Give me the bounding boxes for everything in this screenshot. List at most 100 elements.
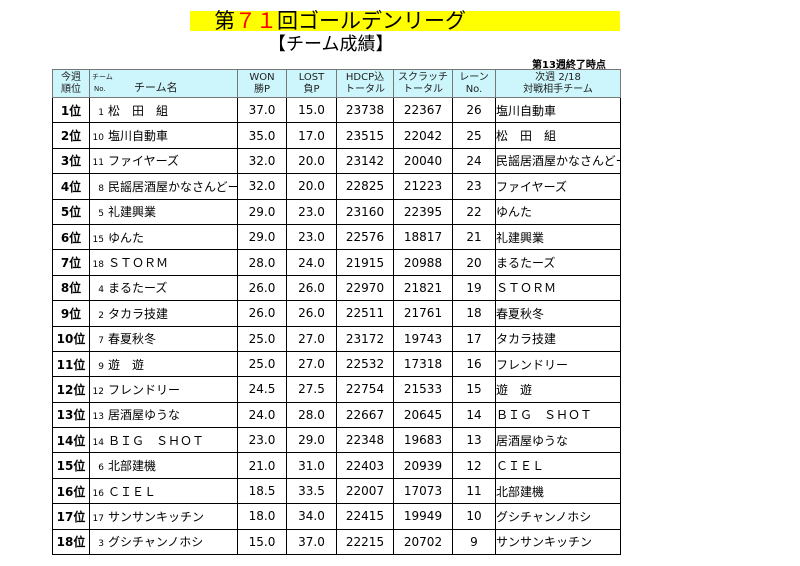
lane-number: 20	[452, 249, 496, 276]
header-team-no-label: チーム	[92, 72, 113, 81]
lost-points: 27.5	[286, 376, 337, 403]
won-points: 35.0	[237, 122, 287, 149]
rank-cell: 10位	[52, 325, 90, 352]
team-cell: 4 まるたーズ	[89, 274, 238, 302]
team-name: フレンドリー	[108, 382, 181, 397]
header-team-name: チーム名	[134, 80, 178, 94]
lane-number: 25	[452, 122, 496, 149]
team-cell: 7 春夏秋冬	[89, 325, 238, 352]
page-subtitle: 【チーム成績】	[268, 34, 394, 55]
next-opponent: 北部建機	[495, 477, 621, 505]
next-opponent: まるたーズ	[495, 249, 621, 276]
table-row: 12位 12 フレンドリー 24.5 27.5 22754 21533 15 遊 遊	[52, 376, 621, 403]
table-row: 15位 6 北部建機 21.0 31.0 22403 20939 12 ＣＩＥＬ	[52, 452, 621, 479]
team-number: 12	[92, 386, 104, 397]
team-cell: 1 松 田 組	[89, 96, 238, 124]
next-opponent: ＳＴＯＲＭ	[495, 274, 621, 302]
lost-points: 33.5	[286, 477, 337, 505]
team-number: 4	[98, 285, 104, 296]
won-points: 32.0	[237, 173, 287, 200]
header-lane: レーン No.	[452, 69, 496, 98]
table-row: 5位 5 礼建興業 29.0 23.0 23160 22395 22 ゆんた	[52, 198, 621, 225]
team-number: 8	[98, 183, 104, 194]
hdcp-total: 23160	[336, 198, 394, 225]
team-cell: 9 遊 遊	[89, 350, 238, 378]
scratch-total: 18817	[393, 223, 453, 251]
lane-number: 11	[452, 477, 496, 505]
lost-points: 20.0	[286, 147, 337, 175]
page-title: 第７１回ゴールデンリーグ	[214, 8, 466, 34]
lost-points: 29.0	[286, 427, 337, 454]
lost-points: 26.0	[286, 300, 337, 327]
team-name: グシチャンノホシ	[108, 535, 204, 550]
hdcp-total: 23738	[336, 96, 394, 124]
scratch-total: 19743	[393, 325, 453, 352]
table-row: 2位 10 塩川自動車 35.0 17.0 23515 22042 25 松 田 組	[52, 122, 621, 149]
hdcp-total: 23172	[336, 325, 394, 352]
next-opponent: 塩川自動車	[495, 96, 621, 124]
hdcp-total: 22007	[336, 477, 394, 505]
team-name: まるたーズ	[108, 281, 168, 296]
rank-cell: 6位	[52, 223, 90, 251]
scratch-total: 19949	[393, 503, 453, 530]
table-header-row: 今週 順位 チーム No. チーム名 WON 勝P LOST 負P HDCP込 トータル…	[52, 69, 621, 98]
hdcp-total: 22215	[336, 528, 394, 556]
rank-cell: 15位	[52, 452, 90, 479]
hdcp-total: 22403	[336, 452, 394, 479]
lane-number: 18	[452, 300, 496, 327]
title-prefix: 第	[214, 9, 235, 33]
hdcp-total: 22825	[336, 173, 394, 200]
hdcp-total: 22970	[336, 274, 394, 302]
team-number: 1	[98, 107, 104, 118]
team-number: 3	[98, 539, 104, 550]
next-opponent: フレンドリー	[495, 350, 621, 378]
lost-points: 23.0	[286, 198, 337, 225]
hdcp-total: 22415	[336, 503, 394, 530]
team-number: 10	[92, 133, 104, 144]
next-opponent: ゆんた	[495, 198, 621, 225]
team-cell: 2 タカラ技建	[89, 300, 238, 327]
won-points: 25.0	[237, 350, 287, 378]
rank-cell: 13位	[52, 401, 90, 429]
lost-points: 24.0	[286, 249, 337, 276]
won-points: 21.0	[237, 452, 287, 479]
won-points: 29.0	[237, 223, 287, 251]
lane-number: 19	[452, 274, 496, 302]
scratch-total: 20645	[393, 401, 453, 429]
scratch-total: 22042	[393, 122, 453, 149]
rank-cell: 3位	[52, 147, 90, 175]
rank-cell: 7位	[52, 249, 90, 276]
scratch-total: 21821	[393, 274, 453, 302]
team-number: 11	[92, 158, 104, 169]
scratch-total: 19683	[393, 427, 453, 454]
team-number: 2	[98, 310, 104, 321]
team-cell: 15 ゆんた	[89, 223, 238, 251]
team-name: 塩川自動車	[108, 129, 169, 144]
scratch-total: 21761	[393, 300, 453, 327]
next-opponent: 居酒屋ゆうな	[495, 427, 621, 454]
table-row: 9位 2 タカラ技建 26.0 26.0 22511 21761 18 春夏秋冬	[52, 300, 621, 327]
lane-number: 24	[452, 147, 496, 175]
team-number: 15	[92, 234, 104, 245]
lane-number: 16	[452, 350, 496, 378]
team-name: 民謡居酒屋かなさんどー	[108, 179, 238, 194]
hdcp-total: 22532	[336, 350, 394, 378]
lost-points: 28.0	[286, 401, 337, 429]
won-points: 15.0	[237, 528, 287, 556]
hdcp-total: 22754	[336, 376, 394, 403]
scratch-total: 20939	[393, 452, 453, 479]
won-points: 18.5	[237, 477, 287, 505]
scratch-total: 17073	[393, 477, 453, 505]
hdcp-total: 22511	[336, 300, 394, 327]
team-cell: 6 北部建機	[89, 452, 238, 479]
won-points: 18.0	[237, 503, 287, 530]
rank-cell: 18位	[52, 528, 90, 556]
lane-number: 13	[452, 427, 496, 454]
table-row: 16位 16 ＣＩＥＬ 18.5 33.5 22007 17073 11 北部建機	[52, 477, 621, 505]
team-name: ＣＩＥＬ	[108, 484, 157, 499]
next-opponent: 松 田 組	[495, 122, 621, 149]
team-cell: 11 ファイヤーズ	[89, 147, 238, 175]
lane-number: 10	[452, 503, 496, 530]
rank-cell: 16位	[52, 477, 90, 505]
team-cell: 8 民謡居酒屋かなさんどー	[89, 173, 238, 200]
